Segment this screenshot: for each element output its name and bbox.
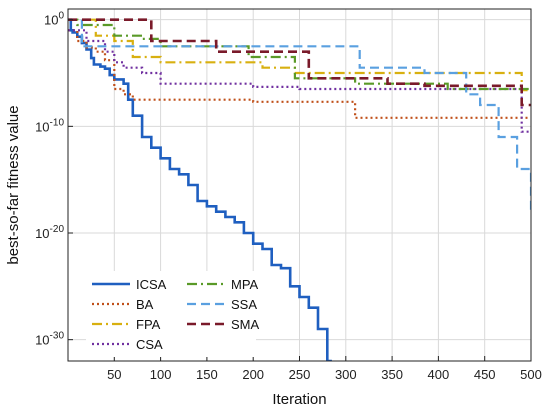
y-tick-label: 10-10 bbox=[35, 117, 64, 134]
legend-label-csa: CSA bbox=[136, 337, 163, 352]
legend-label-sma: SMA bbox=[231, 317, 260, 332]
legend-label-ba: BA bbox=[136, 297, 154, 312]
legend: ICSA BA FPA CSA MPA SSA SMA bbox=[86, 271, 260, 357]
x-tick-label: 200 bbox=[242, 367, 264, 382]
x-tick-label: 250 bbox=[289, 367, 311, 382]
series-line-sma bbox=[68, 18, 531, 107]
x-tick-label: 300 bbox=[335, 367, 357, 382]
series-line-icsa bbox=[68, 18, 332, 361]
legend-label-mpa: MPA bbox=[231, 277, 259, 292]
axis-ticks: 50 100 150 200 250 300 350 400 450 500 100 10-10 10-… bbox=[35, 11, 542, 382]
x-tick-label: 500 bbox=[520, 367, 542, 382]
x-tick-label: 450 bbox=[474, 367, 496, 382]
y-tick-label: 100 bbox=[44, 11, 64, 28]
y-axis-label: best-so-far fitness value bbox=[5, 105, 22, 264]
y-tick-label: 10-30 bbox=[35, 331, 64, 348]
x-tick-label: 350 bbox=[381, 367, 403, 382]
x-tick-label: 100 bbox=[150, 367, 172, 382]
series-lines bbox=[68, 18, 531, 361]
x-axis-label: Iteration bbox=[272, 391, 326, 408]
x-tick-label: 400 bbox=[428, 367, 450, 382]
x-tick-label: 150 bbox=[196, 367, 218, 382]
legend-label-ssa: SSA bbox=[231, 297, 257, 312]
y-tick-label: 10-20 bbox=[35, 224, 64, 241]
legend-label-fpa: FPA bbox=[136, 317, 161, 332]
legend-label-icsa: ICSA bbox=[136, 277, 167, 292]
legend-box bbox=[86, 271, 256, 357]
series-line-ssa bbox=[68, 18, 531, 212]
x-tick-label: 50 bbox=[107, 367, 121, 382]
series-line-ba bbox=[68, 29, 531, 119]
